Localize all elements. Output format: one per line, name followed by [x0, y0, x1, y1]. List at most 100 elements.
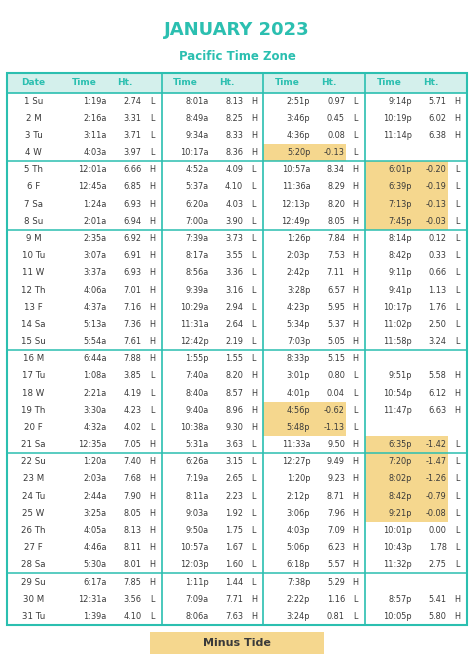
- Text: H: H: [149, 492, 155, 501]
- Text: 1:20p: 1:20p: [287, 475, 310, 483]
- Text: 6:20a: 6:20a: [185, 200, 209, 209]
- Bar: [7, 73, 467, 625]
- Text: 7:38p: 7:38p: [287, 577, 310, 587]
- Text: 2:51p: 2:51p: [287, 97, 310, 105]
- Text: 5:30a: 5:30a: [83, 560, 107, 570]
- Text: 2:42p: 2:42p: [287, 269, 310, 277]
- Text: 29 Su: 29 Su: [21, 577, 46, 587]
- Text: L: L: [252, 269, 256, 277]
- Text: H: H: [149, 337, 155, 346]
- Text: L: L: [252, 337, 256, 346]
- Text: 7:03p: 7:03p: [287, 337, 310, 346]
- Text: 24 Tu: 24 Tu: [22, 492, 45, 501]
- Text: 7.11: 7.11: [327, 269, 345, 277]
- Text: 11:02p: 11:02p: [383, 320, 412, 329]
- Text: 1.16: 1.16: [327, 595, 345, 604]
- Text: 8.20: 8.20: [327, 200, 345, 209]
- Text: 8 Su: 8 Su: [24, 217, 43, 226]
- Text: 4:03p: 4:03p: [287, 526, 310, 535]
- Text: L: L: [455, 165, 460, 174]
- Text: 10:43p: 10:43p: [383, 543, 412, 552]
- Text: 2:44a: 2:44a: [83, 492, 107, 501]
- Text: 1.67: 1.67: [225, 543, 243, 552]
- Text: 7:09a: 7:09a: [185, 595, 209, 604]
- Bar: [264, 419, 346, 436]
- Text: L: L: [252, 526, 256, 535]
- Text: 8.34: 8.34: [327, 165, 345, 174]
- Text: H: H: [149, 577, 155, 587]
- Bar: [365, 505, 447, 522]
- Text: 8:33p: 8:33p: [287, 354, 310, 363]
- Text: 7:45p: 7:45p: [389, 217, 412, 226]
- Text: 0.66: 0.66: [428, 269, 447, 277]
- Text: L: L: [353, 148, 358, 157]
- Text: 1.78: 1.78: [428, 543, 447, 552]
- Text: JANUARY 2023: JANUARY 2023: [164, 21, 310, 39]
- Text: 2:03p: 2:03p: [287, 251, 310, 260]
- Text: 0.04: 0.04: [327, 389, 345, 398]
- Text: 8.01: 8.01: [123, 560, 141, 570]
- Text: L: L: [252, 251, 256, 260]
- Text: 3.97: 3.97: [123, 148, 141, 157]
- Text: 8.29: 8.29: [327, 182, 345, 192]
- Text: 8.33: 8.33: [225, 131, 243, 140]
- Text: 5.15: 5.15: [327, 354, 345, 363]
- Text: 7.61: 7.61: [123, 337, 141, 346]
- Text: 1.55: 1.55: [225, 354, 243, 363]
- Text: H: H: [455, 612, 460, 621]
- Text: 4.10: 4.10: [225, 182, 243, 192]
- Text: H: H: [251, 131, 257, 140]
- Text: 3:07a: 3:07a: [83, 251, 107, 260]
- Text: 4:52a: 4:52a: [185, 165, 209, 174]
- Text: 3.15: 3.15: [225, 457, 243, 466]
- Text: 9:11p: 9:11p: [388, 269, 412, 277]
- Text: 6.38: 6.38: [428, 131, 447, 140]
- Text: 12:35a: 12:35a: [78, 440, 107, 449]
- Text: L: L: [353, 97, 358, 105]
- Text: L: L: [150, 371, 154, 381]
- Bar: [365, 161, 447, 178]
- Text: 3.16: 3.16: [225, 286, 243, 294]
- Text: 7.88: 7.88: [123, 354, 141, 363]
- Text: 6:39p: 6:39p: [389, 182, 412, 192]
- Text: L: L: [455, 457, 460, 466]
- Text: L: L: [150, 423, 154, 432]
- Text: 7.85: 7.85: [123, 577, 141, 587]
- Text: 8:06a: 8:06a: [185, 612, 209, 621]
- Text: 5:34p: 5:34p: [287, 320, 310, 329]
- Text: 5.57: 5.57: [327, 560, 345, 570]
- Text: Ht.: Ht.: [321, 78, 336, 88]
- Text: L: L: [252, 320, 256, 329]
- Text: 23 M: 23 M: [23, 475, 44, 483]
- Text: 1:24a: 1:24a: [83, 200, 107, 209]
- Text: 3:30a: 3:30a: [83, 406, 107, 415]
- Text: 7:40a: 7:40a: [185, 371, 209, 381]
- Text: 4.19: 4.19: [123, 389, 141, 398]
- Text: 4.02: 4.02: [123, 423, 141, 432]
- Text: L: L: [150, 406, 154, 415]
- Text: 0.08: 0.08: [327, 131, 345, 140]
- Text: H: H: [251, 612, 257, 621]
- Bar: [264, 402, 346, 419]
- Text: 12:31a: 12:31a: [78, 595, 107, 604]
- Text: 4:06a: 4:06a: [83, 286, 107, 294]
- Text: L: L: [353, 612, 358, 621]
- Bar: [365, 178, 447, 196]
- Text: H: H: [251, 595, 257, 604]
- Text: 3:28p: 3:28p: [287, 286, 310, 294]
- Text: 7.09: 7.09: [327, 526, 345, 535]
- Text: 30 M: 30 M: [23, 595, 44, 604]
- Text: Ht.: Ht.: [423, 78, 438, 88]
- Text: 0.97: 0.97: [327, 97, 345, 105]
- Bar: [264, 144, 346, 161]
- Text: -1.47: -1.47: [426, 457, 447, 466]
- Text: 8:42p: 8:42p: [389, 492, 412, 501]
- Text: 10:57a: 10:57a: [282, 165, 310, 174]
- Text: 2:35a: 2:35a: [83, 234, 107, 243]
- Text: 3:37a: 3:37a: [83, 269, 107, 277]
- Text: L: L: [455, 286, 460, 294]
- Text: 19 Th: 19 Th: [21, 406, 46, 415]
- Text: H: H: [455, 389, 460, 398]
- Text: H: H: [353, 475, 358, 483]
- Text: 6.23: 6.23: [327, 543, 345, 552]
